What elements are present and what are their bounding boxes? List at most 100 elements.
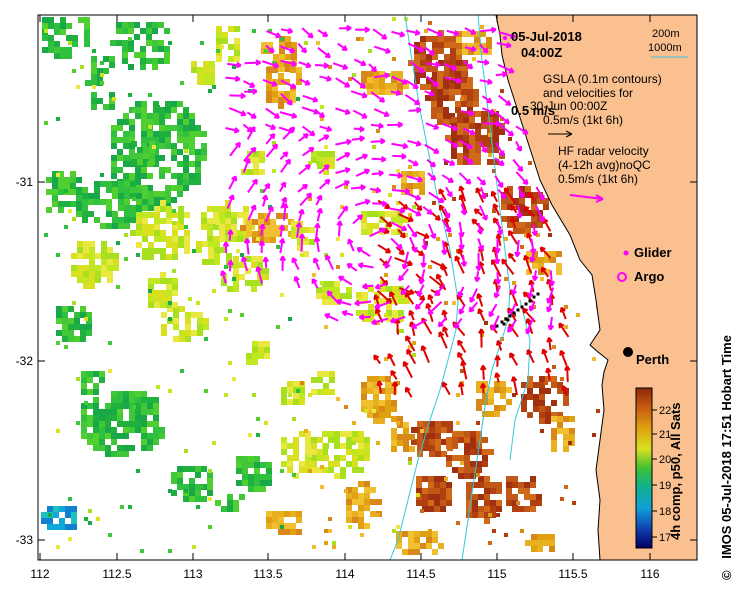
sst-pixel <box>312 273 316 277</box>
sst-pixel <box>116 40 122 46</box>
sst-pixel <box>401 183 407 189</box>
sst-pixel <box>201 224 207 230</box>
credit-label: © IMOS 05-Jul-2018 17:51 Hobart Time <box>719 335 734 580</box>
hf-velocity-arrow <box>443 208 451 219</box>
sst-pixel <box>408 549 414 555</box>
sst-pixel <box>226 253 232 259</box>
sst-pixel <box>385 400 391 406</box>
sst-pixel <box>196 301 200 305</box>
sst-pixel <box>296 389 300 393</box>
sst-pixel <box>527 394 533 400</box>
sst-pixel <box>367 71 373 77</box>
sst-pixel <box>507 198 513 204</box>
sst-pixel <box>48 41 54 47</box>
sst-pixel <box>236 462 242 468</box>
sst-pixel <box>449 71 455 77</box>
gsla-velocity-arrow <box>546 336 553 351</box>
sst-pixel <box>110 40 116 46</box>
glider-point <box>536 292 540 296</box>
sst-pixel <box>99 433 105 439</box>
hf-velocity-arrow <box>262 256 270 268</box>
sst-pixel <box>141 433 147 439</box>
sst-pixel <box>74 336 80 342</box>
sst-pixel <box>506 482 512 488</box>
sst-pixel <box>493 117 499 123</box>
sst-pixel <box>539 412 545 418</box>
sst-pixel <box>130 181 136 187</box>
sst-pixel <box>52 189 58 195</box>
gsla-velocity-arrow <box>398 213 414 223</box>
sst-pixel <box>48 35 54 41</box>
hf-velocity-arrow <box>261 60 280 69</box>
sst-pixel <box>340 205 344 209</box>
sst-pixel <box>470 461 476 467</box>
hf-velocity-arrow <box>427 301 443 315</box>
sst-pixel <box>506 387 512 393</box>
sst-pixel <box>184 489 188 493</box>
x-tick-label: 114 <box>335 567 354 581</box>
sst-pixel <box>340 473 346 479</box>
hf-velocity-arrow <box>337 205 349 220</box>
sst-pixel <box>72 301 76 305</box>
sst-pixel <box>124 181 130 187</box>
sst-pixel <box>91 56 97 62</box>
perth-label: Perth <box>636 352 669 367</box>
sst-pixel <box>166 284 172 290</box>
hf-velocity-arrow <box>531 224 538 237</box>
sst-pixel <box>264 231 270 237</box>
sst-pixel <box>99 445 105 451</box>
sst-pixel <box>105 403 111 409</box>
hf-velocity-arrow <box>301 125 316 137</box>
sst-pixel <box>111 125 117 131</box>
sst-pixel <box>86 330 92 336</box>
gsla-legend-line3: 30-Jun 00:00Z <box>530 99 607 113</box>
sst-pixel <box>352 431 358 437</box>
sst-pixel <box>185 312 191 318</box>
sst-pixel <box>82 211 88 217</box>
hf-velocity-arrow <box>392 153 407 160</box>
sst-pixel <box>299 431 305 437</box>
sst-pixel <box>443 77 449 83</box>
sst-pixel <box>533 406 539 412</box>
sst-pixel <box>105 409 111 415</box>
sst-pixel <box>468 43 474 49</box>
sst-pixel <box>305 431 311 437</box>
sst-pixel <box>506 500 512 506</box>
sst-pixel <box>556 251 562 257</box>
sst-pixel <box>159 173 165 179</box>
argo-legend-label: Argo <box>634 269 664 284</box>
sst-pixel <box>564 325 568 329</box>
sst-pixel <box>474 49 480 55</box>
sst-pixel <box>159 119 165 125</box>
sst-pixel <box>367 400 373 406</box>
sst-pixel <box>467 101 473 107</box>
sst-pixel <box>352 487 358 493</box>
sst-pixel <box>438 48 444 54</box>
sst-pixel <box>264 421 268 425</box>
sst-pixel <box>456 66 462 72</box>
glider-point <box>532 295 536 299</box>
sst-pixel <box>466 488 472 494</box>
sst-pixel <box>189 466 195 472</box>
sst-pixel <box>177 161 183 167</box>
x-tick-label: 113 <box>183 567 202 581</box>
hf-velocity-arrow <box>338 24 352 32</box>
sst-pixel <box>216 32 222 38</box>
sst-pixel <box>426 543 432 549</box>
sst-pixel <box>89 277 95 283</box>
sst-pixel <box>159 107 165 113</box>
sst-pixel <box>183 125 189 131</box>
sst-pixel <box>58 201 64 207</box>
sst-pixel <box>141 397 147 403</box>
sst-pixel <box>172 278 178 284</box>
sst-pixel <box>470 437 476 443</box>
sst-pixel <box>308 469 312 473</box>
sst-pixel <box>367 89 373 95</box>
hf-velocity-arrow <box>515 125 529 135</box>
sst-pixel <box>147 185 153 191</box>
sst-pixel <box>237 230 243 236</box>
sst-pixel <box>62 306 68 312</box>
sst-pixel <box>227 494 233 500</box>
sst-pixel <box>539 394 545 400</box>
sst-pixel <box>478 482 484 488</box>
